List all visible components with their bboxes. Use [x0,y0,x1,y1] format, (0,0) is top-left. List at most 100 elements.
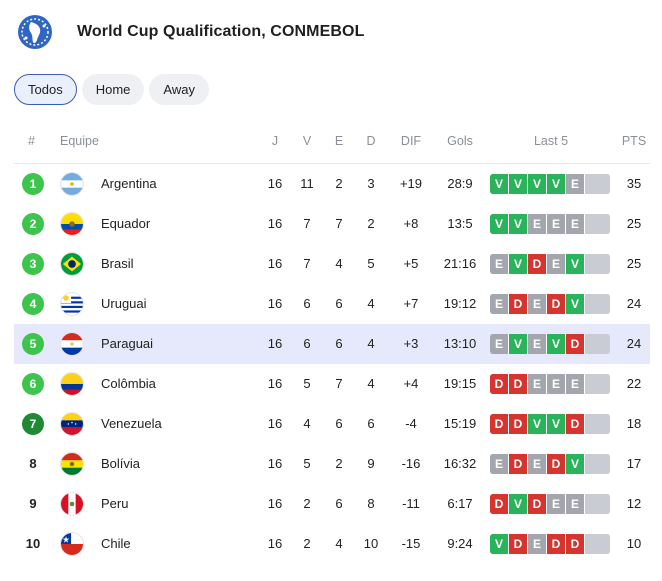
wins: 7 [303,256,311,271]
team-name[interactable]: Venezuela [101,416,162,431]
draws: 6 [335,336,343,351]
last5-filler [585,214,610,234]
result-loss: D [509,454,528,474]
goal-difference: -11 [402,496,420,511]
last5-filler [585,174,610,194]
goals: 9:24 [447,536,473,551]
points: 24 [626,296,642,311]
draws: 4 [335,536,343,551]
points: 10 [626,536,642,551]
goals: 16:32 [443,456,477,471]
wins: 2 [303,536,311,551]
team-name[interactable]: Bolívia [101,456,141,471]
header-v: V [302,134,312,148]
result-win: V [490,534,509,554]
result-loss: D [528,254,547,274]
rank-badge: 5 [22,333,44,355]
bolivia-flag-icon [60,452,84,476]
rank-badge: 2 [22,213,44,235]
goal-difference: +7 [403,296,419,311]
wins: 6 [303,296,311,311]
result-win: V [528,414,547,434]
goal-difference: +3 [403,336,419,351]
losses: 4 [367,376,375,391]
result-draw: E [490,334,509,354]
result-loss: D [547,294,566,314]
goals: 13:10 [443,336,477,351]
team-name[interactable]: Brasil [101,256,134,271]
result-win: V [509,254,528,274]
header-gols: Gols [447,134,473,148]
result-win: V [547,414,566,434]
team-name[interactable]: Uruguai [101,296,147,311]
team-name[interactable]: Equador [101,216,151,231]
rank-badge: 4 [22,293,44,315]
team-name[interactable]: Chile [101,536,131,551]
standings-table: # Equipe J V E D DIF Gols Last 5 PTS 1 A… [14,122,650,564]
result-loss: D [490,374,509,394]
tab-home[interactable]: Home [81,74,145,105]
result-win: V [509,214,528,234]
header-e: E [334,134,344,148]
peru-flag-icon [60,492,84,516]
filter-tabs: Todos Home Away [14,74,209,105]
team-name[interactable]: Peru [101,496,129,511]
losses: 5 [367,256,375,271]
goal-difference: +5 [403,256,419,271]
wins: 5 [303,376,311,391]
goal-difference: +19 [399,176,423,191]
result-draw: E [528,334,547,354]
rank-number: 9 [29,496,37,511]
goals: 19:15 [443,376,477,391]
chile-flag-icon [60,532,84,556]
rank-number: 10 [25,536,41,551]
result-draw: E [490,254,509,274]
points: 17 [626,456,642,471]
conmebol-globe-logo-icon [18,15,52,49]
result-draw: E [528,454,547,474]
last5-filler [585,334,610,354]
games-played: 16 [267,376,283,391]
result-loss: D [566,414,585,434]
losses: 2 [367,216,375,231]
result-win: V [547,174,566,194]
rank-badge: 7 [22,413,44,435]
games-played: 16 [267,176,283,191]
venezuela-flag-icon [60,412,84,436]
result-win: V [490,214,509,234]
tab-todos[interactable]: Todos [14,74,77,105]
last5-filler [585,414,610,434]
goals: 15:19 [443,416,477,431]
argentina-flag-icon [60,172,84,196]
result-win: V [509,174,528,194]
header-last5: Last 5 [533,134,569,148]
header-j: J [271,134,279,148]
team-name[interactable]: Paraguai [101,336,154,351]
rank-number: 8 [29,456,37,471]
draws: 6 [335,496,343,511]
page-title: World Cup Qualification, CONMEBOL [77,23,365,40]
header-pts: PTS [621,134,647,148]
tab-away[interactable]: Away [149,74,209,105]
team-name[interactable]: Argentina [101,176,157,191]
result-loss: D [566,334,585,354]
points: 35 [626,176,642,191]
games-played: 16 [267,536,283,551]
result-draw: E [528,214,547,234]
goal-difference: -15 [401,536,421,551]
goal-difference: -4 [405,416,417,431]
wins: 2 [303,496,311,511]
team-name[interactable]: Colômbia [101,376,156,391]
